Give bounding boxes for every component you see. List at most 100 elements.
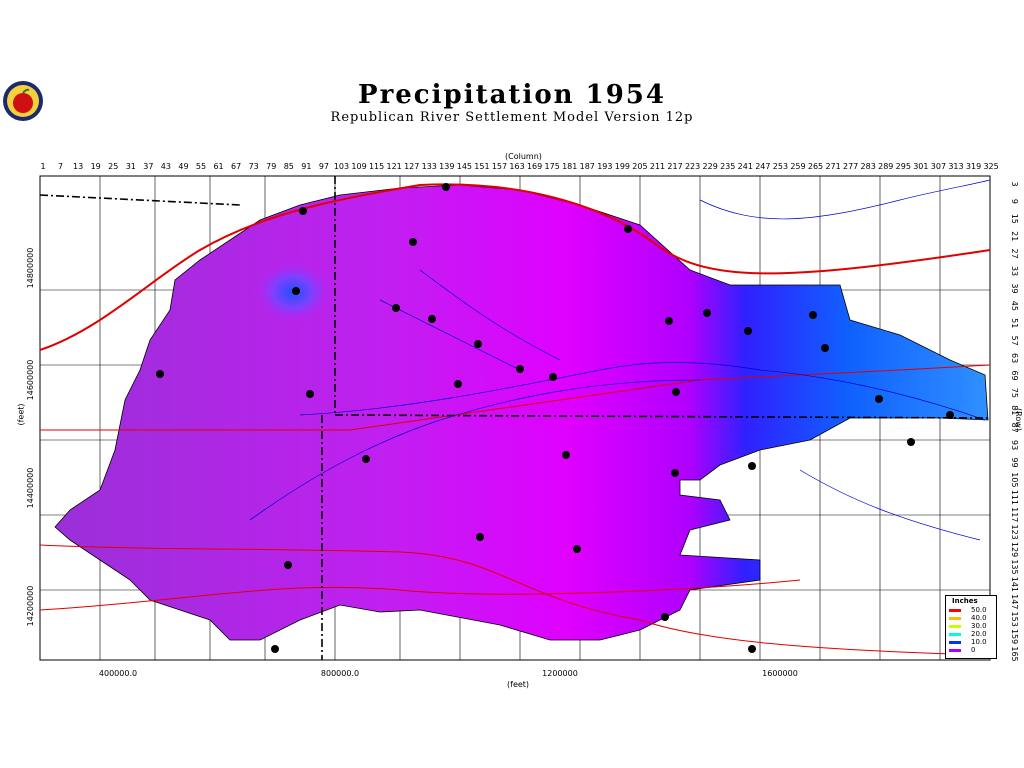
state-boundaries	[39, 176, 991, 660]
column-tick-label: 151	[474, 162, 489, 171]
legend-label: 0	[971, 646, 976, 654]
column-tick-label: 103	[334, 162, 349, 171]
x-feet-label: (feet)	[507, 680, 530, 689]
row-tick-label: 153	[1010, 612, 1019, 627]
legend-entry: 40.0	[949, 614, 995, 622]
row-tick-label: 3	[1010, 181, 1019, 186]
legend-swatch	[949, 641, 961, 644]
column-tick-label: 25	[108, 162, 118, 171]
column-tick-label: 133	[422, 162, 437, 171]
legend-title: Inches	[952, 597, 978, 605]
y-feet-label: (feet)	[16, 403, 26, 426]
column-tick-label: 163	[509, 162, 524, 171]
y-feet-tick-label: 14200000	[26, 586, 35, 627]
column-tick-label: 61	[213, 162, 223, 171]
row-tick-label: 141	[1010, 577, 1019, 592]
column-tick-label: 319	[966, 162, 981, 171]
column-tick-label: 31	[126, 162, 136, 171]
legend-entry: 30.0	[949, 622, 995, 630]
column-tick-label: 193	[597, 162, 612, 171]
column-tick-label: 253	[773, 162, 788, 171]
row-tick-label: 51	[1010, 318, 1019, 328]
y-feet-tick-label: 14400000	[26, 468, 35, 509]
legend-label: 40.0	[971, 614, 987, 622]
column-tick-label: 169	[527, 162, 542, 171]
row-tick-label: 111	[1010, 490, 1019, 505]
column-tick-label: 1	[40, 162, 45, 171]
legend-entry: 50.0	[949, 606, 995, 614]
column-tick-label: 121	[387, 162, 402, 171]
page-subtitle: Republican River Settlement Model Versio…	[330, 110, 694, 125]
column-tick-label: 211	[650, 162, 665, 171]
y-feet-tick-label: 14800000	[26, 248, 35, 289]
legend-entry: 0	[949, 646, 995, 654]
x-feet-tick-label: 1600000	[762, 669, 798, 678]
column-tick-label: 85	[284, 162, 294, 171]
column-tick-label: 247	[755, 162, 770, 171]
column-tick-label: 49	[178, 162, 188, 171]
row-tick-label: 45	[1010, 301, 1019, 311]
column-tick-label: 79	[266, 162, 276, 171]
column-tick-label: 115	[369, 162, 384, 171]
column-axis-label: (Column)	[505, 152, 542, 161]
column-tick-label: 91	[301, 162, 311, 171]
row-tick-label: 129	[1010, 542, 1019, 557]
column-tick-label: 241	[738, 162, 753, 171]
legend-swatch	[949, 609, 961, 612]
column-tick-label: 127	[404, 162, 419, 171]
legend-label: 10.0	[971, 638, 987, 646]
column-tick-label: 259	[790, 162, 805, 171]
column-tick-label: 157	[492, 162, 507, 171]
column-axis: 1 7 13 19 25 31 37 43 49 55 61 67 73 79 85 91 97 103 109 11…	[40, 162, 998, 171]
column-tick-label: 301	[913, 162, 928, 171]
row-tick-label: 159	[1010, 629, 1019, 644]
column-tick-label: 313	[948, 162, 963, 171]
column-tick-label: 187	[580, 162, 595, 171]
column-tick-label: 235	[720, 162, 735, 171]
row-tick-label: 117	[1010, 507, 1019, 522]
column-tick-label: 295	[896, 162, 911, 171]
legend-swatch	[949, 617, 961, 620]
column-tick-label: 325	[983, 162, 998, 171]
column-tick-label: 223	[685, 162, 700, 171]
column-tick-label: 37	[143, 162, 153, 171]
column-tick-label: 19	[91, 162, 101, 171]
y-feet-tick-label: 14600000	[26, 360, 35, 401]
column-tick-label: 13	[73, 162, 83, 171]
row-tick-label: 75	[1010, 388, 1019, 398]
row-axis-label: (Row)	[1013, 408, 1023, 431]
legend: Inches 50.0 40.0 30.0 20.0 10.0 0	[945, 595, 997, 659]
x-feet-tick-label: 400000.0	[99, 669, 137, 678]
column-tick-label: 277	[843, 162, 858, 171]
column-tick-label: 271	[825, 162, 840, 171]
x-feet-tick-label: 800000.0	[321, 669, 359, 678]
row-tick-label: 81	[1010, 405, 1019, 415]
row-tick-label: 27	[1010, 249, 1019, 259]
row-tick-label: 69	[1010, 370, 1019, 380]
column-tick-label: 229	[703, 162, 718, 171]
city-markers	[156, 183, 954, 653]
column-tick-label: 97	[319, 162, 329, 171]
page-title: Precipitation 1954	[358, 80, 666, 110]
row-tick-label: 21	[1010, 231, 1019, 241]
x-feet-axis: 400000.0 800000.0 1200000 1600000	[99, 669, 798, 678]
column-tick-label: 67	[231, 162, 241, 171]
legend-swatch	[949, 649, 961, 652]
column-tick-label: 199	[615, 162, 630, 171]
row-tick-label: 123	[1010, 525, 1019, 540]
legend-entry: 10.0	[949, 638, 995, 646]
column-tick-label: 181	[562, 162, 577, 171]
column-tick-label: 139	[439, 162, 454, 171]
row-tick-label: 63	[1010, 353, 1019, 363]
row-tick-label: 57	[1010, 336, 1019, 346]
row-tick-label: 99	[1010, 457, 1019, 467]
column-tick-label: 7	[58, 162, 63, 171]
row-tick-label: 39	[1010, 283, 1019, 293]
row-axis: 3915212733394551576369758187939910511111…	[1010, 181, 1019, 661]
apple-logo-icon	[3, 81, 43, 121]
row-tick-label: 93	[1010, 440, 1019, 450]
column-tick-label: 175	[545, 162, 560, 171]
row-tick-label: 105	[1010, 472, 1019, 487]
legend-entry: 20.0	[949, 630, 995, 638]
row-tick-label: 147	[1010, 594, 1019, 609]
